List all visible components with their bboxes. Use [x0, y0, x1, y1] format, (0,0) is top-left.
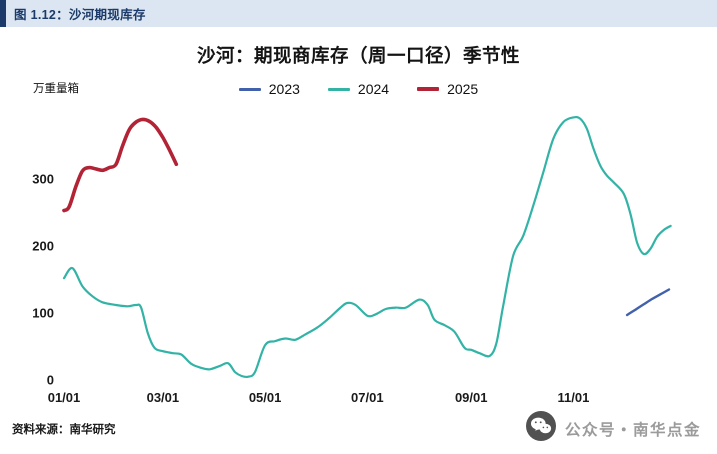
line-chart: 0 100 200 300 01/01 03/01 05/01 07/01 09/01 11/01 — [32, 115, 672, 405]
y-tick-label: 100 — [32, 306, 54, 321]
x-tick-label: 09/01 — [454, 390, 487, 405]
x-tick-label: 07/01 — [351, 390, 384, 405]
watermark-text: 公众号・南华点金 — [564, 421, 701, 439]
legend-swatch-2024 — [327, 87, 350, 91]
legend-row: 万重量箱 2023 2024 2025 — [0, 76, 717, 102]
y-tick-label: 200 — [32, 239, 54, 254]
y-axis-unit-label: 万重量箱 — [33, 83, 79, 95]
y-tick-label: 300 — [32, 172, 54, 187]
legend-item-2024: 2024 — [327, 81, 390, 97]
page-footer: 资料来源：南华研究 公众号・南华点金 — [0, 409, 717, 446]
x-tick-label: 05/01 — [248, 390, 281, 405]
legend-label: 2023 — [268, 81, 300, 97]
series-line-2023 — [625, 288, 670, 317]
wechat-icon — [525, 411, 556, 446]
header-accent-bar — [0, 0, 6, 27]
chart-legend: 2023 2024 2025 — [0, 76, 717, 102]
legend-swatch-2023 — [238, 87, 261, 91]
source-note: 资料来源：南华研究 — [12, 423, 116, 436]
legend-swatch-2025 — [417, 87, 440, 91]
y-tick-label: 0 — [46, 373, 53, 388]
legend-label: 2024 — [357, 81, 390, 97]
x-tick-label: 03/01 — [146, 390, 179, 405]
series-line-2025 — [61, 117, 178, 213]
legend-label: 2025 — [447, 81, 479, 97]
x-tick-label: 11/01 — [557, 390, 589, 405]
x-tick-label: 01/01 — [47, 390, 80, 405]
figure-header: 图 1.12：沙河期现库存 — [0, 0, 717, 27]
legend-item-2025: 2025 — [417, 81, 478, 97]
chart-title: 沙河：期现商库存（周一口径）季节性 — [196, 45, 520, 66]
chart-card: 沙河：期现商库存（周一口径）季节性 万重量箱 2023 2024 2025 0 100… — [0, 42, 717, 409]
legend-item-2023: 2023 — [238, 81, 300, 97]
watermark: 公众号・南华点金 — [525, 411, 701, 446]
series-line-2024 — [62, 115, 672, 379]
figure-label: 图 1.12：沙河期现库存 — [14, 8, 146, 22]
